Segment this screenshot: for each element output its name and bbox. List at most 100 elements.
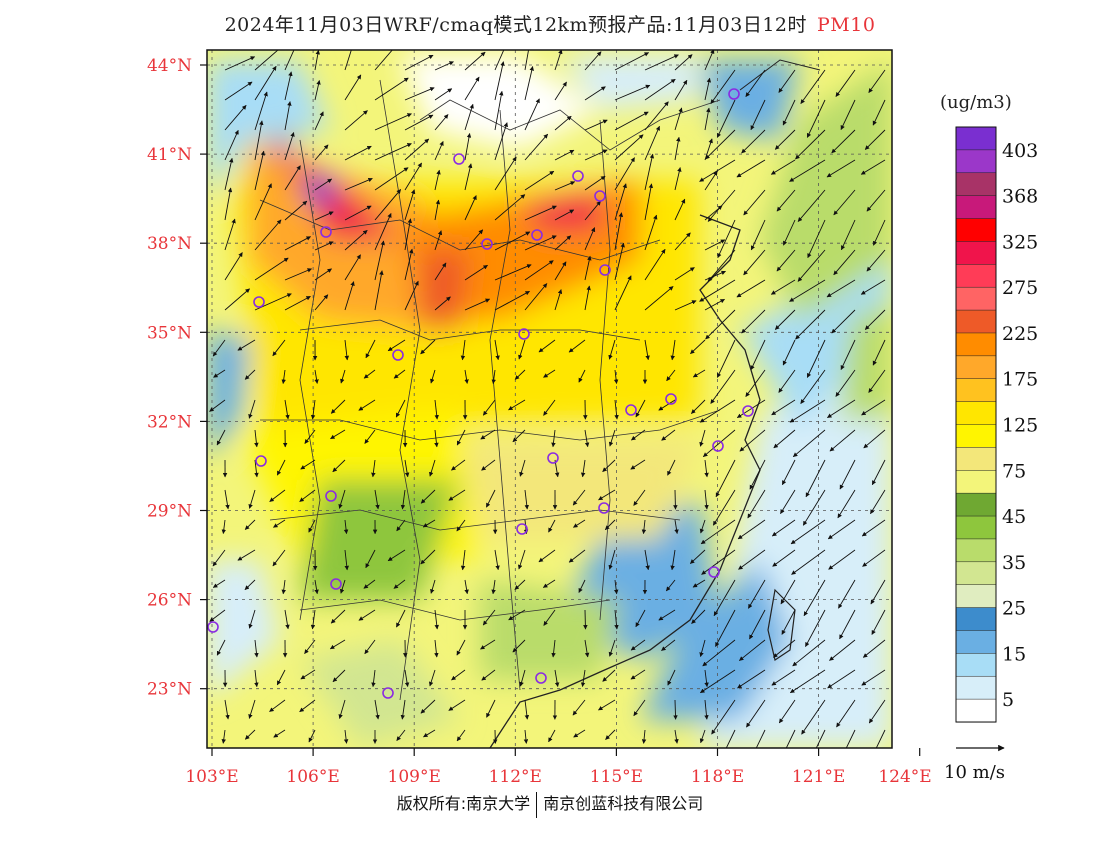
lon-label: 118°E bbox=[691, 767, 744, 787]
wind-arrow bbox=[631, 429, 646, 441]
wind-arrow bbox=[314, 369, 319, 384]
wind-arrow bbox=[667, 669, 676, 686]
wind-arrow bbox=[216, 639, 226, 656]
lon-label: 103°E bbox=[185, 767, 238, 787]
longitude-labels: 103°E 106°E 109°E 112°E 115°E 118°E 121°E 124°E bbox=[185, 767, 931, 787]
wind-arrow bbox=[524, 260, 554, 281]
wind-arrow bbox=[746, 699, 766, 728]
wind-arrow bbox=[674, 300, 697, 311]
wind-arrow bbox=[840, 219, 856, 251]
wind-arrow bbox=[494, 549, 500, 571]
wind-arrow bbox=[778, 69, 796, 93]
title-text: 2024年11月03日WRF/cmaq模式12km预报产品:11月03日12时 bbox=[224, 14, 807, 36]
wind-arrow bbox=[456, 729, 466, 742]
wind-arrow bbox=[743, 249, 766, 276]
wind-arrow bbox=[429, 459, 436, 477]
wind-arrow bbox=[644, 286, 674, 311]
map-title: 2024年11月03日WRF/cmaq模式12km预报产品:11月03日12时 P… bbox=[0, 10, 1100, 37]
wind-arrow bbox=[704, 699, 709, 720]
wind-arrow bbox=[699, 279, 736, 302]
wind-arrow bbox=[705, 309, 736, 340]
wind-arrow bbox=[491, 369, 496, 384]
wind-arrow bbox=[699, 429, 706, 447]
wind-arrow bbox=[548, 519, 556, 533]
wind-arrow bbox=[674, 267, 695, 281]
wind-arrow bbox=[554, 669, 560, 687]
wind-arrow bbox=[404, 248, 414, 281]
wind-arrow bbox=[674, 54, 693, 71]
wind-arrow bbox=[374, 143, 412, 161]
colorbar-unit: (ug/m3) bbox=[940, 92, 1012, 113]
wind-arrow bbox=[456, 429, 466, 446]
wind-arrow bbox=[633, 489, 646, 506]
wind-arrow bbox=[800, 69, 826, 105]
wind-arrow bbox=[344, 177, 373, 191]
wind-arrow bbox=[704, 669, 709, 688]
wind-arrow bbox=[338, 489, 346, 509]
wind-arrow bbox=[605, 729, 616, 740]
wind-arrow bbox=[451, 459, 466, 471]
wind-arrow bbox=[374, 50, 393, 71]
wind-arrow bbox=[543, 399, 556, 416]
wind-arrow bbox=[635, 609, 646, 628]
wind-arrow bbox=[480, 639, 496, 650]
wind-arrow bbox=[776, 189, 796, 212]
wind-arrow bbox=[701, 549, 736, 575]
wind-arrow bbox=[343, 729, 349, 744]
wind-arrow bbox=[486, 699, 496, 718]
wind-arrow bbox=[254, 219, 282, 251]
wind-arrow bbox=[831, 129, 856, 154]
wind-arrow bbox=[704, 239, 726, 251]
wind-arrow bbox=[644, 549, 650, 571]
wind-arrow bbox=[524, 98, 540, 131]
wind-arrow bbox=[434, 88, 453, 101]
wind-arrow bbox=[630, 459, 646, 470]
wind-arrow bbox=[614, 134, 644, 161]
wind-arrow bbox=[770, 159, 796, 175]
wind-arrow bbox=[538, 339, 556, 353]
wind-arrow bbox=[554, 261, 567, 281]
lat-label: 32°N bbox=[147, 412, 192, 432]
colorbar-label: 125 bbox=[1002, 415, 1038, 437]
wind-arrow bbox=[314, 294, 329, 311]
wind-arrow bbox=[269, 699, 286, 712]
wind-arrow bbox=[598, 489, 616, 501]
wind-arrow bbox=[491, 579, 496, 595]
wind-arrow bbox=[863, 429, 886, 449]
wind-arrow bbox=[864, 309, 886, 330]
wind-arrow bbox=[692, 579, 706, 588]
wind-arrow bbox=[481, 669, 496, 681]
wind-arrow bbox=[308, 519, 316, 533]
wind-arrow bbox=[815, 729, 826, 748]
wind-arrow bbox=[400, 699, 406, 720]
wind-arrow bbox=[480, 429, 496, 440]
wind-arrow bbox=[494, 264, 532, 281]
wind-arrow bbox=[330, 609, 346, 624]
footer-right: 南京创蓝科技有限公司 bbox=[543, 794, 704, 813]
wind-arrow bbox=[434, 141, 444, 161]
map-field bbox=[207, 50, 892, 748]
wind-arrow bbox=[781, 459, 796, 486]
wind-arrow bbox=[332, 459, 346, 473]
wind-arrow bbox=[343, 519, 349, 535]
colorbar-label: 25 bbox=[1002, 598, 1026, 620]
station-marker bbox=[728, 88, 740, 100]
wind-arrow bbox=[837, 489, 856, 519]
wind-arrow bbox=[482, 399, 496, 416]
wind-arrow bbox=[781, 609, 796, 635]
lon-label: 112°E bbox=[489, 767, 542, 787]
wind-arrow bbox=[464, 133, 472, 161]
wind-arrow bbox=[771, 399, 796, 416]
wind-arrow bbox=[494, 50, 505, 71]
wind-arrow bbox=[568, 339, 586, 353]
copyright-footer: 版权所有:南京大学 南京创蓝科技有限公司 bbox=[0, 790, 1100, 818]
wind-arrow bbox=[674, 232, 691, 251]
wind-arrow bbox=[554, 289, 563, 311]
wind-arrow bbox=[224, 252, 243, 281]
wind-arrow bbox=[339, 579, 346, 594]
wind-arrow bbox=[430, 369, 436, 384]
wind-arrow bbox=[551, 429, 556, 448]
wind-arrow bbox=[630, 669, 646, 680]
wind-arrow bbox=[711, 699, 736, 735]
wind-arrow bbox=[598, 699, 616, 711]
